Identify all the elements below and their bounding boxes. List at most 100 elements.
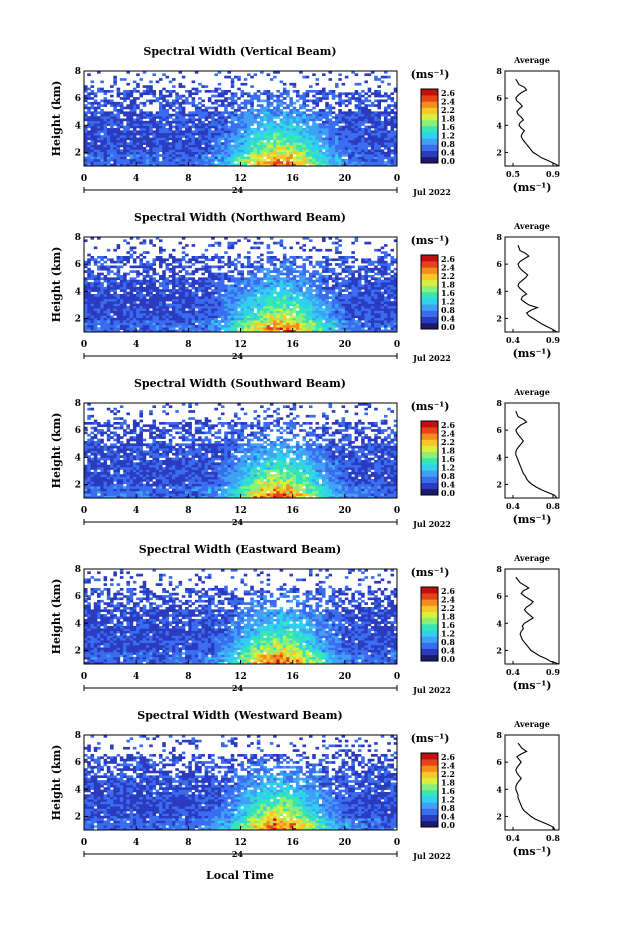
heatmap-cell [191, 322, 196, 326]
heatmap-cell [237, 303, 241, 307]
heatmap-cell [387, 320, 391, 323]
heatmap-cell [181, 163, 186, 167]
heatmap-cell [240, 116, 245, 119]
heatmap-cell [84, 94, 88, 98]
heatmap-cell [237, 135, 241, 138]
heatmap-cell [279, 128, 284, 131]
heatmap-cell [165, 282, 170, 285]
heatmap-cell [374, 78, 378, 81]
heatmap-cell [243, 128, 248, 131]
heatmap-cell [357, 315, 362, 319]
heatmap-cell [341, 111, 346, 115]
heatmap-cell [116, 308, 121, 311]
heatmap-cell [113, 106, 117, 110]
heatmap-cell [224, 310, 228, 314]
heatmap-cell [181, 315, 186, 319]
heatmap-cell [100, 90, 104, 93]
heatmap-cell [165, 310, 170, 314]
heatmap-cell [168, 144, 173, 148]
heatmap-cell [191, 104, 196, 107]
colorbar-tick-label: 2.2 [441, 105, 455, 115]
heatmap-cell [175, 118, 179, 122]
heatmap-cell [250, 296, 254, 300]
heatmap-cell [253, 156, 258, 160]
heatmap-cell [110, 286, 114, 290]
heatmap-cell [110, 282, 114, 285]
heatmap-cell [256, 286, 261, 290]
heatmap-cell [110, 113, 114, 117]
heatmap-cell [227, 317, 232, 321]
heatmap-cell [269, 291, 274, 295]
heatmap-cell [106, 270, 111, 273]
heatmap-cell [100, 282, 104, 285]
heatmap-cell [233, 163, 238, 167]
heatmap-cell [308, 272, 313, 276]
heatmap-cell [269, 156, 274, 160]
heatmap-cell [106, 99, 111, 103]
heatmap-cell [279, 322, 284, 326]
y-tick-label: 6 [75, 94, 81, 104]
heatmap-cell [106, 90, 111, 93]
heatmap-cell [383, 139, 388, 143]
heatmap-cell [201, 130, 205, 134]
heatmap-cell [191, 154, 196, 157]
heatmap-cell [201, 320, 205, 323]
heatmap-cell [357, 289, 362, 292]
heatmap-cell [90, 144, 95, 148]
heatmap-cell [201, 99, 205, 103]
heatmap-cell [158, 128, 163, 131]
heatmap-cell [198, 120, 202, 124]
heatmap-cell [393, 329, 398, 333]
heatmap-cell [387, 308, 391, 311]
heatmap-cell [335, 163, 339, 167]
heatmap-cell [240, 163, 245, 167]
heatmap-cell [380, 320, 385, 323]
heatmap-cell [348, 303, 352, 307]
heatmap-cell [152, 284, 157, 288]
heatmap-cell [357, 282, 362, 285]
heatmap-cell [123, 154, 127, 157]
heatmap-cell [201, 109, 205, 112]
heatmap-cell [178, 305, 183, 309]
heatmap-cell [243, 289, 248, 292]
heatmap-cell [87, 320, 91, 323]
heatmap-cell [269, 298, 274, 302]
heatmap-cell [198, 118, 202, 122]
heatmap-cell [178, 286, 183, 290]
heatmap-cell [367, 163, 372, 167]
heatmap-cell [233, 94, 238, 98]
heatmap-cell [217, 113, 222, 117]
heatmap-cell [217, 144, 222, 148]
heatmap-cell [220, 284, 225, 288]
heatmap-cell [370, 327, 375, 330]
heatmap-cell [119, 279, 124, 283]
heatmap-cell [295, 313, 300, 316]
heatmap-cell [113, 78, 117, 81]
heatmap-cell [243, 303, 248, 307]
heatmap-cell [240, 128, 245, 131]
heatmap-cell [269, 163, 274, 167]
heatmap-cell [113, 320, 117, 323]
heatmap-cell [357, 106, 362, 110]
heatmap-cell [325, 135, 329, 138]
heatmap-cell [240, 123, 245, 126]
heatmap-cell [139, 139, 143, 143]
heatmap-cell [106, 149, 111, 153]
heatmap-cell [299, 275, 303, 278]
heatmap-cell [361, 313, 365, 316]
heatmap-cell [116, 104, 121, 107]
heatmap-cell [286, 106, 290, 110]
heatmap-cell [318, 310, 323, 314]
heatmap-cell [152, 296, 157, 300]
heatmap-cell [106, 284, 111, 288]
heatmap-cell [214, 289, 218, 292]
heatmap-cell [383, 109, 388, 112]
heatmap-cell [175, 272, 179, 276]
heatmap-cell [103, 130, 108, 134]
heatmap-cell [217, 320, 222, 323]
heatmap-cell [116, 87, 121, 91]
heatmap-cell [139, 310, 143, 314]
heatmap-cell [84, 327, 88, 330]
heatmap-cell [318, 113, 323, 117]
heatmap-cell [181, 149, 186, 153]
